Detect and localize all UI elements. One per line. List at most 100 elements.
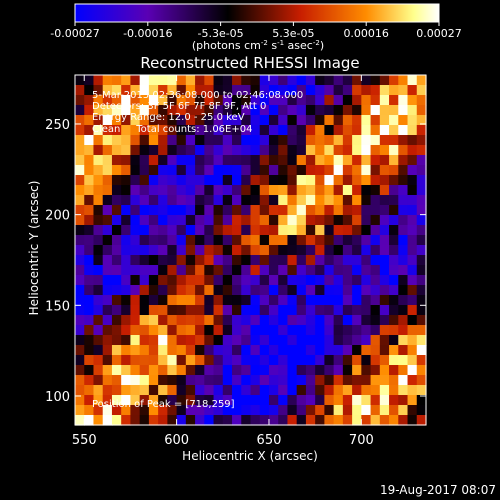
heatmap-cell (333, 375, 344, 386)
heatmap-cell (148, 275, 159, 286)
heatmap-cell (84, 135, 95, 146)
heatmap-cell (93, 355, 104, 366)
heatmap-cell (259, 175, 270, 186)
heatmap-cell (259, 335, 270, 346)
heatmap-cell (416, 215, 427, 226)
heatmap-cell (130, 205, 141, 216)
heatmap-cell (370, 95, 381, 106)
heatmap-cell (213, 95, 224, 106)
heatmap-cell (75, 175, 85, 186)
heatmap-cell (84, 285, 95, 296)
heatmap-cell (361, 195, 372, 206)
heatmap-cell (213, 155, 224, 166)
heatmap-cell (176, 415, 187, 426)
heatmap-cell (241, 275, 252, 286)
heatmap-cell (111, 415, 122, 426)
heatmap-cell (195, 265, 205, 276)
heatmap-cell (213, 315, 224, 326)
heatmap-cell (232, 365, 242, 376)
heatmap-cell (204, 225, 215, 236)
heatmap-cell (84, 155, 95, 166)
heatmap-cell (222, 165, 233, 176)
heatmap-cell (296, 405, 307, 416)
heatmap-cell (102, 265, 113, 276)
heatmap-cell (204, 275, 215, 286)
heatmap-cell (416, 375, 427, 386)
heatmap-cell (222, 235, 233, 246)
heatmap-cell (250, 85, 261, 96)
heatmap-cell (84, 185, 95, 196)
heatmap-cell (75, 155, 85, 166)
heatmap-cell (315, 115, 325, 126)
y-tick-label: 200 (45, 209, 70, 224)
heatmap-cell (176, 75, 187, 86)
heatmap-cell (121, 345, 132, 356)
heatmap-cell (102, 75, 113, 86)
heatmap-cell (416, 205, 427, 216)
heatmap-cell (232, 165, 242, 176)
colorbar-tick-label: -5.3e-05 (197, 27, 243, 40)
heatmap-cell (167, 295, 178, 306)
heatmap-cell (102, 245, 113, 256)
heatmap-cell (176, 175, 187, 186)
heatmap-cell (111, 325, 122, 336)
heatmap-cell (185, 235, 196, 246)
heatmap-cell (296, 385, 307, 396)
heatmap-cell (130, 365, 141, 376)
heatmap-cell (305, 115, 316, 126)
heatmap-cell (93, 245, 104, 256)
heatmap-cell (389, 395, 399, 406)
heatmap-cell (315, 335, 325, 346)
heatmap-cell (268, 235, 279, 246)
heatmap-cell (232, 355, 242, 366)
heatmap-cell (185, 105, 196, 116)
heatmap-cell (389, 225, 399, 236)
heatmap-cell (185, 395, 196, 406)
heatmap-cell (130, 315, 141, 326)
heatmap-cell (148, 175, 159, 186)
colorbar-tick-label: -0.00027 (50, 27, 99, 40)
heatmap-cell (287, 295, 298, 306)
heatmap-cell (324, 235, 335, 246)
heatmap-cell (361, 145, 372, 156)
heatmap-cell (121, 135, 132, 146)
heatmap-cell (305, 375, 316, 386)
heatmap-cell (259, 155, 270, 166)
heatmap-cell (121, 285, 132, 296)
heatmap-cell (232, 285, 242, 296)
heatmap-cell (398, 305, 409, 316)
heatmap-cell (352, 365, 362, 376)
heatmap-cell (250, 215, 261, 226)
heatmap-cell (185, 295, 196, 306)
heatmap-cell (167, 365, 178, 376)
heatmap-cell (167, 95, 178, 106)
heatmap-cell (370, 145, 381, 156)
heatmap-cell (176, 325, 187, 336)
heatmap-cell (268, 195, 279, 206)
heatmap-cell (305, 255, 316, 266)
heatmap-cell (416, 75, 427, 86)
colorbar-tick-label: 0.00016 (343, 27, 389, 40)
heatmap-cell (379, 355, 390, 366)
heatmap-cell (278, 315, 289, 326)
heatmap-cell (342, 245, 353, 256)
heatmap-cell (324, 165, 335, 176)
heatmap-cell (232, 175, 242, 186)
colorbar-unit-label: (photons cm-2 s-1 asec-2) (192, 39, 324, 52)
heatmap-cell (352, 335, 362, 346)
heatmap-cell (130, 325, 141, 336)
heatmap-cell (102, 375, 113, 386)
heatmap-cell (352, 135, 362, 146)
heatmap-cell (167, 305, 178, 316)
heatmap-cell (176, 215, 187, 226)
heatmap-cell (139, 295, 150, 306)
heatmap-cell (370, 305, 381, 316)
heatmap-cell (158, 185, 168, 196)
heatmap-cell (407, 205, 418, 216)
heatmap-cell (296, 345, 307, 356)
heatmap-cell (195, 375, 205, 386)
heatmap-cell (278, 345, 289, 356)
heatmap-cell (213, 365, 224, 376)
heatmap-cell (121, 235, 132, 246)
heatmap-cell (398, 105, 409, 116)
